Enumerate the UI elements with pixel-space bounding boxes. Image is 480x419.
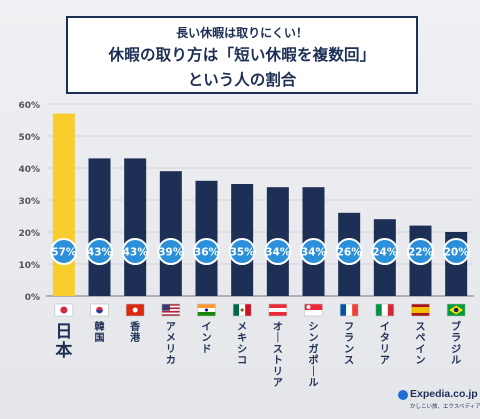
value-badge <box>442 238 470 266</box>
italy-flag-icon <box>375 303 395 317</box>
hongkong-flag-icon <box>125 303 145 317</box>
bar <box>159 171 182 296</box>
y-tick-label: 30% <box>18 197 40 207</box>
category-label: イタリア <box>380 321 390 367</box>
value-label: 43% <box>123 247 149 259</box>
category-label: ブラジル <box>451 320 461 367</box>
france-flag-icon <box>339 303 359 317</box>
y-tick-label: 20% <box>18 229 40 239</box>
y-tick-label: 50% <box>18 133 40 143</box>
title-box: 長い休暇は取りにくい！ 休暇の取り方は「短い休暇を複数回」 という人の割合 <box>66 16 418 94</box>
expedia-plane-icon <box>398 390 408 400</box>
title-line-3: という人の割合 <box>187 71 297 89</box>
category-label: オ｜ストリア <box>273 321 283 389</box>
austria-flag-icon <box>268 303 288 317</box>
singapore-flag-icon <box>304 303 323 317</box>
value-label: 22% <box>408 247 434 259</box>
category-label: シンガポ｜ル <box>309 321 319 389</box>
value-badge <box>407 238 434 266</box>
value-badge <box>371 238 399 266</box>
y-tick-label: 0% <box>25 293 40 303</box>
category-label: 日本 <box>55 322 72 361</box>
value-label: 26% <box>337 247 363 259</box>
value-label: 24% <box>372 247 398 259</box>
logo-tagline: かしこい旅、エクスペディア <box>410 404 480 410</box>
value-label: 35% <box>230 247 256 259</box>
bar <box>124 158 147 296</box>
logo-name: Expedia.co.jp <box>410 388 478 400</box>
category-label: アメリカ <box>166 321 176 367</box>
bar <box>52 113 75 296</box>
value-label: 39% <box>158 247 184 259</box>
value-badge <box>193 238 220 266</box>
category-label: 韓国 <box>95 320 105 344</box>
value-badge <box>335 238 363 266</box>
title-line-2: 休暇の取り方は「短い休暇を複数回」 <box>108 46 376 64</box>
spain-flag-icon <box>411 303 430 317</box>
value-label: 34% <box>265 247 291 259</box>
value-badge <box>157 238 185 266</box>
category-label: メキシコ <box>237 321 247 367</box>
y-tick-label: 10% <box>18 261 40 271</box>
value-badge <box>264 238 292 266</box>
mexico-flag-icon <box>232 303 252 317</box>
y-tick-label: 40% <box>18 165 40 175</box>
expedia-logo[interactable]: Expedia.co.jp かしこい旅、エクスペディア <box>398 388 480 414</box>
category-label: フランス <box>344 321 354 367</box>
value-badge <box>121 238 149 266</box>
title-line-1: 長い休暇は取りにくい！ <box>176 26 308 40</box>
brazil-flag-icon <box>446 303 466 317</box>
value-label: 43% <box>87 247 113 259</box>
value-label: 57% <box>51 247 77 259</box>
korea-flag-icon <box>90 303 109 317</box>
usa-flag-icon <box>161 303 181 317</box>
value-label: 20% <box>444 247 470 259</box>
value-badge <box>50 238 78 266</box>
value-badge <box>228 238 256 266</box>
value-badge <box>86 238 113 266</box>
category-label: インド <box>202 321 212 355</box>
japan-flag-icon <box>54 303 74 317</box>
value-badge <box>300 238 327 266</box>
value-label: 34% <box>301 247 327 259</box>
category-label: 香港 <box>130 320 141 344</box>
bar <box>88 158 111 296</box>
value-label: 36% <box>194 247 220 259</box>
y-tick-label: 60% <box>18 101 40 111</box>
category-label: スペイン <box>416 321 426 367</box>
india-flag-icon <box>197 303 216 317</box>
